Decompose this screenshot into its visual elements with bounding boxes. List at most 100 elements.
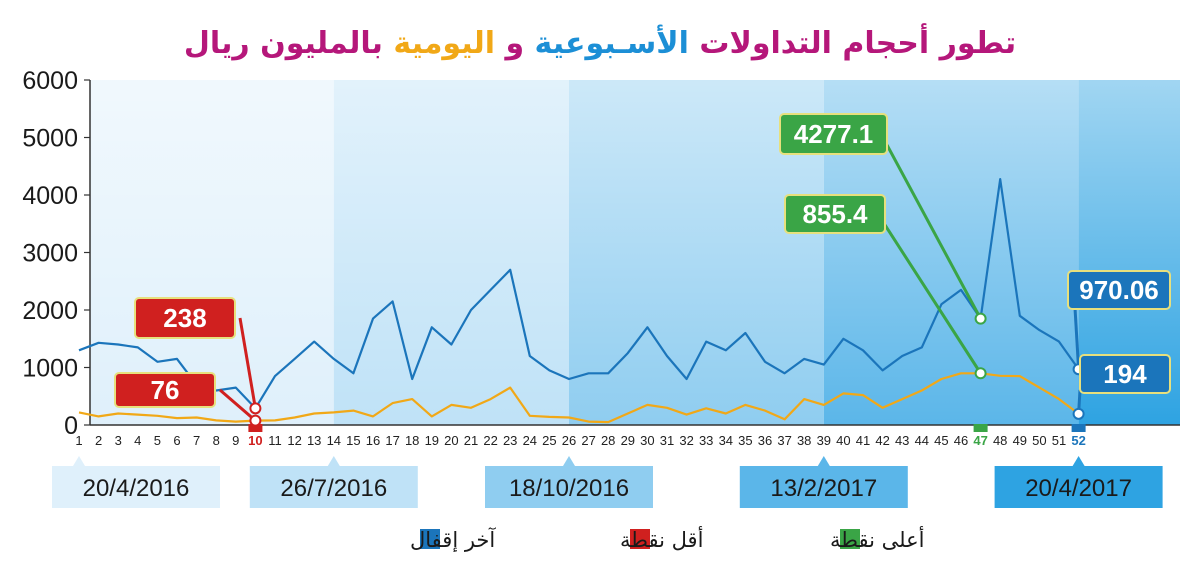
x-tick-label: 38 [797,433,811,448]
date-box [249,466,418,508]
value-callouts: 238 76 4277.1 855.4 970.06 194 [114,113,1171,427]
x-tick-label: 6 [173,433,180,448]
callout-value: 855.4 [802,199,868,229]
legend-label: أقل نقطة [620,526,703,552]
legend-swatch [840,529,860,549]
x-tick-label: 4 [134,433,141,448]
legend-label: آخر إقفال [410,527,496,553]
date-box [485,466,653,508]
callout-box [779,113,888,155]
x-tick-label: 27 [581,433,595,448]
x-tick-label: 7 [193,433,200,448]
callout-box [1079,354,1171,394]
x-tick-label: 2 [95,433,102,448]
x-tick-label: 29 [621,433,635,448]
y-tick-label: 5000 [22,125,78,153]
x-tick-label: 19 [425,433,439,448]
x-tick-label: 48 [993,433,1007,448]
callout-box [784,194,886,234]
date-label: 26/7/2016 [280,475,387,502]
x-tick-label: 28 [601,433,615,448]
x-tick-label: 9 [232,433,239,448]
legend-swatch [630,529,650,549]
x-tick-label: 32 [679,433,693,448]
callout-value: 4277.1 [794,119,874,149]
x-tick-label: 37 [777,433,791,448]
callout-value: 238 [163,303,206,333]
x-tick-label: 17 [385,433,399,448]
callout-leader [219,388,257,422]
callout-box [1067,270,1171,310]
x-tick-label: 14 [327,433,341,448]
x-tick-label: 23 [503,433,517,448]
date-label: 20/4/2016 [83,475,190,502]
callout-leader [883,224,982,375]
x-tick-label: 31 [660,433,674,448]
callout-target-point [974,312,987,325]
legend: آخر إقفال أقل نقطة أعلى نقطة [410,526,924,553]
date-label: 13/2/2017 [770,475,877,502]
x-tick-label: 41 [856,433,870,448]
date-pointer [1072,456,1085,466]
x-tick-label: 3 [115,433,122,448]
chart-title-part: اليومية [393,26,495,61]
plot-gradient-overlay [90,80,1180,425]
x-tick-label: 13 [307,433,321,448]
x-tick-label: 15 [346,433,360,448]
date-pointer [73,456,85,466]
callout-leader [238,317,257,409]
date-label: 20/4/2017 [1025,475,1132,502]
x-tick-label: 47 [973,433,987,448]
x-tick-label: 20 [444,433,458,448]
x-tick-label: 26 [562,433,576,448]
date-labels: 20/4/2016 26/7/2016 18/10/2016 13/2/2017 20/… [52,456,1163,508]
y-tick-label: 6000 [22,67,78,95]
chart-title-part: الأسـبوعية [535,24,689,61]
x-tick-label: 18 [405,433,419,448]
x-tick-label: 34 [719,433,733,448]
x-tick-highlight-marker [1071,424,1086,432]
x-axis-ticks: 1 2 3 4 5 6 7 8 9 10 11 12 13 14 15 16 17 18 19 20 21 22 23 24 2… [75,424,1086,448]
x-tick-label: 43 [895,433,909,448]
date-pointer [817,456,830,466]
chart-title: تطور أحجام التداولات الأسـبوعية و اليومي… [184,23,1016,61]
x-tick-label: 40 [836,433,850,448]
callout-target-point [249,402,262,415]
callout-value: 194 [1103,359,1147,389]
x-tick-label: 51 [1052,433,1066,448]
x-tick-label: 22 [483,433,497,448]
date-box [52,466,220,508]
chart-title-part: و [495,26,535,61]
x-tick-label: 10 [248,433,262,448]
x-tick-label: 39 [817,433,831,448]
x-tick-label: 52 [1071,433,1085,448]
y-tick-label: 4000 [22,182,78,210]
x-tick-highlight-marker [248,424,263,432]
chart-title-part: بالمليون ريال [184,26,394,61]
x-tick-label: 33 [699,433,713,448]
x-tick-label: 8 [213,433,220,448]
date-pointer [327,456,340,466]
x-tick-label: 35 [738,433,752,448]
x-tick-label: 45 [934,433,948,448]
x-tick-highlight-marker [973,424,988,432]
date-box [994,466,1163,508]
x-tick-label: 11 [268,433,282,448]
date-box [739,466,908,508]
x-tick-label: 50 [1032,433,1046,448]
series-line-1 [78,178,1080,410]
x-tick-label: 16 [366,433,380,448]
callout-box [134,297,236,339]
x-tick-label: 30 [640,433,654,448]
callout-value: 76 [151,375,180,405]
callout-leader [885,144,982,320]
callout-target-point [974,367,987,380]
series-lines [78,178,1080,424]
callout-leader [1073,307,1081,370]
y-axis-ticks: 0 1000 2000 3000 4000 5000 6000 [22,67,90,440]
x-tick-label: 42 [875,433,889,448]
chart-title-part: تطور أحجام التداولات [689,23,1016,61]
series-line-2 [78,372,1080,424]
y-tick-label: 0 [64,412,78,440]
